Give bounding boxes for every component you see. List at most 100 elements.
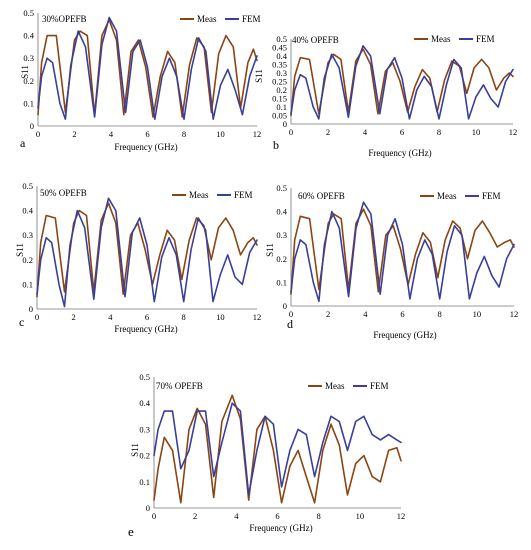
series-line-fem	[153, 402, 402, 496]
y-axis-label: S11	[265, 243, 275, 257]
x-tick-label: 0	[35, 312, 39, 322]
panel-e: 0 2 4 6 8 10 12 0 0.1 0.2 0.3 0.4 0.5 Frequency (GHz)…	[128, 372, 405, 539]
legend: Meas FEM	[420, 191, 501, 201]
x-tick-label: 0	[36, 129, 40, 139]
legend-label-fem: FEM	[234, 190, 253, 200]
x-tick-label: 2	[72, 129, 76, 139]
x-tick-label: 8	[182, 129, 186, 139]
legend: Meas FEM	[414, 34, 495, 44]
legend-label-fem: FEM	[242, 14, 261, 24]
x-tick-label: 4	[109, 129, 114, 139]
x-tick-label: 4	[234, 511, 239, 521]
panel-title: 60% OPEFB	[298, 191, 345, 201]
x-tick-label: 10	[216, 129, 225, 139]
x-tick-label: 10	[472, 127, 481, 137]
y-tick-label: 0.3	[23, 53, 34, 63]
y-tick-label: 0.4	[276, 51, 287, 61]
panel-letter: e	[128, 524, 134, 539]
series-line-fem	[290, 201, 515, 303]
y-axis-label: S11	[254, 69, 264, 83]
y-tick-label: 0.2	[139, 451, 150, 461]
panel-letter: d	[287, 317, 293, 331]
y-tick-label: 0	[283, 119, 287, 129]
panel-title: 40% OPEFB	[292, 35, 339, 45]
y-tick-label: 0.1	[276, 102, 287, 112]
x-tick-label: 10	[473, 309, 482, 319]
x-tick-label: 12	[509, 127, 518, 137]
series-line-meas	[37, 19, 258, 118]
y-tick-label: 0.5	[139, 372, 150, 382]
y-tick-label: 0.4	[276, 207, 287, 217]
x-tick-label: 8	[182, 312, 186, 322]
y-tick-label: 0.2	[276, 254, 287, 264]
panel-c: 0 2 4 6 8 10 12 0 0.1 0.2 0.3 0.4 0.5 Frequency (GHz)…	[15, 181, 261, 334]
legend: Meas FEM	[308, 381, 389, 391]
y-tick-label: 0.05	[272, 111, 287, 121]
panel-title: 70% OPEFB	[156, 381, 203, 391]
legend-label-meas: Meas	[197, 14, 217, 24]
legend-label-meas: Meas	[431, 34, 451, 44]
panel-letter: a	[20, 136, 26, 150]
x-tick-label: 6	[145, 312, 149, 322]
x-tick-label: 8	[317, 511, 321, 521]
y-axis-label: S11	[20, 65, 30, 79]
x-tick-label: 4	[108, 312, 113, 322]
y-tick-label: 0.3	[276, 68, 287, 78]
x-tick-label: 2	[72, 312, 76, 322]
y-tick-label: 0.4	[23, 31, 34, 41]
y-tick-label: 0.4	[139, 398, 150, 408]
y-tick-label: 0	[283, 301, 287, 311]
y-tick-label: 0.5	[276, 183, 287, 193]
y-axis-label: S11	[130, 443, 140, 457]
y-tick-label: 0.1	[276, 277, 287, 287]
y-axis-label: S11	[15, 243, 25, 257]
y-tick-label: 0	[29, 304, 33, 314]
y-tick-label: 0	[30, 121, 34, 131]
x-axis-label: Frequency (GHz)	[249, 523, 312, 533]
x-tick-label: 6	[400, 127, 404, 137]
x-tick-label: 6	[275, 511, 279, 521]
panel-letter: b	[273, 138, 279, 152]
y-tick-label: 0.2	[22, 255, 33, 265]
legend-label-fem: FEM	[370, 381, 389, 391]
x-axis-label: Frequency (GHz)	[368, 148, 431, 158]
x-tick-label: 6	[400, 309, 404, 319]
y-tick-label: 0.4	[22, 206, 33, 216]
y-tick-label: 0.2	[23, 76, 34, 86]
panel-letter: c	[19, 315, 24, 329]
y-tick-label: 0.1	[22, 279, 33, 289]
x-tick-label: 0	[289, 127, 293, 137]
y-tick-label: 0.35	[272, 60, 287, 70]
x-tick-label: 10	[356, 511, 365, 521]
legend: Meas FEM	[172, 190, 253, 200]
y-tick-label: 0.15	[272, 94, 287, 104]
panel-d: 0 2 4 6 8 10 12 0 0.1 0.2 0.3 0.4 0.5 Frequency (GHz)…	[265, 183, 518, 340]
x-tick-label: 0	[152, 511, 156, 521]
y-tick-label: 0.2	[276, 85, 287, 95]
legend-label-meas: Meas	[325, 381, 345, 391]
x-tick-label: 2	[326, 127, 330, 137]
x-tick-label: 12	[253, 129, 262, 139]
y-tick-label: 0.1	[23, 98, 34, 108]
x-tick-label: 2	[193, 511, 197, 521]
y-tick-label: 0.5	[276, 34, 287, 44]
series-line-meas	[153, 394, 402, 504]
x-tick-label: 12	[253, 312, 262, 322]
y-tick-label: 0.5	[22, 181, 33, 191]
x-tick-label: 12	[397, 511, 406, 521]
y-tick-label: 0.1	[139, 477, 150, 487]
x-tick-label: 6	[145, 129, 149, 139]
y-tick-label: 0.3	[276, 230, 287, 240]
panel-title: 50% OPEFB	[40, 188, 87, 198]
series-line-fem	[36, 197, 258, 308]
x-tick-label: 0	[289, 309, 293, 319]
x-tick-label: 2	[326, 309, 330, 319]
y-tick-label: 0.45	[272, 43, 287, 53]
panel-title: 30%OPEFB	[42, 14, 87, 24]
y-tick-label: 0	[146, 503, 150, 513]
y-tick-label: 0.3	[139, 424, 150, 434]
panel-a: 0 2 4 6 8 10 12 0 0.1 0.2 0.3 0.4 0.5 Frequency (GHz)…	[20, 8, 261, 152]
panels-group: 0 2 4 6 8 10 12 0 0.1 0.2 0.3 0.4 0.5 Frequency (GHz)…	[15, 8, 518, 539]
